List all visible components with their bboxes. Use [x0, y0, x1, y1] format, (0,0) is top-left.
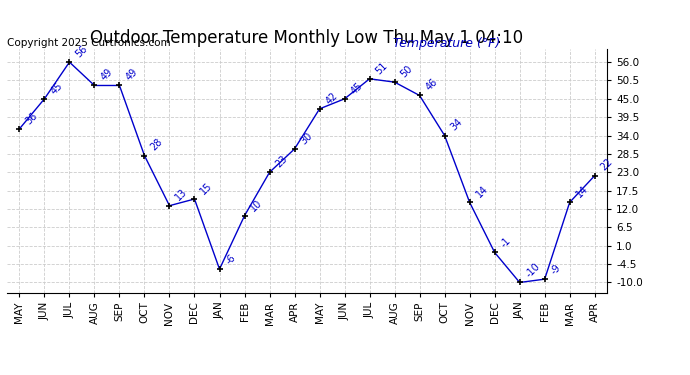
Text: Copyright 2025 Curtronics.com: Copyright 2025 Curtronics.com: [7, 38, 170, 48]
Text: -10: -10: [524, 261, 542, 280]
Text: 49: 49: [99, 67, 115, 83]
Text: 45: 45: [48, 80, 64, 96]
Text: -6: -6: [224, 252, 237, 266]
Text: 22: 22: [599, 157, 615, 173]
Text: -9: -9: [549, 262, 563, 276]
Text: 46: 46: [424, 77, 440, 93]
Text: 36: 36: [23, 110, 39, 126]
Text: 45: 45: [348, 80, 364, 96]
Title: Outdoor Temperature Monthly Low Thu May 1 04:10: Outdoor Temperature Monthly Low Thu May …: [90, 29, 524, 47]
Text: -1: -1: [499, 236, 513, 250]
Text: 50: 50: [399, 63, 415, 80]
Text: 28: 28: [148, 137, 164, 153]
Text: 13: 13: [174, 187, 189, 203]
Text: 15: 15: [199, 180, 215, 196]
Text: Temperature (°F): Temperature (°F): [393, 38, 500, 51]
Text: 42: 42: [324, 90, 339, 106]
Text: 49: 49: [124, 67, 139, 83]
Text: 30: 30: [299, 130, 315, 146]
Text: 14: 14: [474, 184, 489, 200]
Text: 51: 51: [374, 60, 390, 76]
Text: 23: 23: [274, 154, 290, 170]
Text: 10: 10: [248, 197, 264, 213]
Text: 14: 14: [574, 184, 589, 200]
Text: 34: 34: [448, 117, 464, 133]
Text: 56: 56: [74, 44, 90, 59]
